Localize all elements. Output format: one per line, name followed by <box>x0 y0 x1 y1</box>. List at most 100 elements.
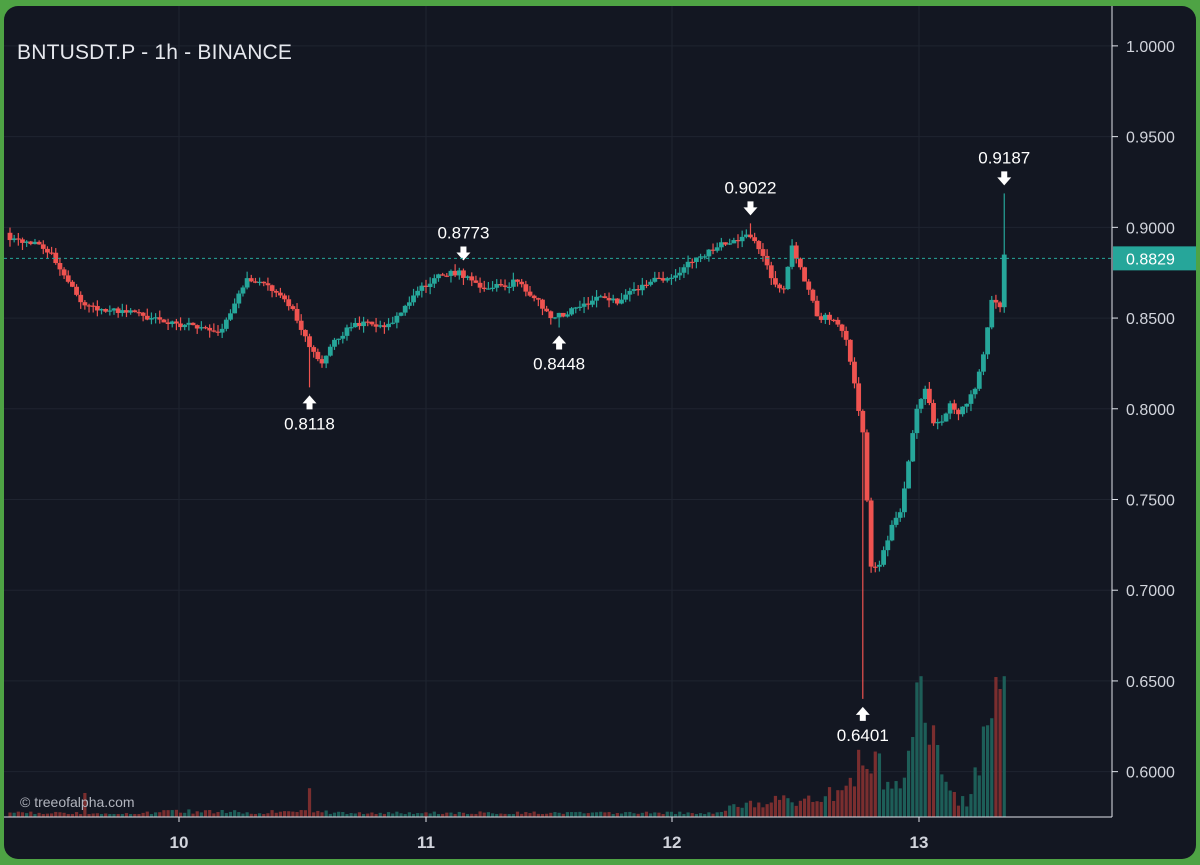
candle-body[interactable] <box>132 310 138 313</box>
candle-body[interactable] <box>419 285 425 291</box>
candle-body[interactable] <box>203 327 208 329</box>
candle-body[interactable] <box>889 524 895 541</box>
candle-body[interactable] <box>431 278 437 284</box>
candle-body[interactable] <box>7 232 13 241</box>
candle-body[interactable] <box>752 237 758 242</box>
candle-body[interactable] <box>831 319 837 322</box>
candle-body[interactable] <box>910 433 916 462</box>
candle-body[interactable] <box>390 322 396 324</box>
candle-body[interactable] <box>215 331 221 333</box>
candle-body[interactable] <box>814 300 820 317</box>
candle-body[interactable] <box>698 256 703 258</box>
candle-body[interactable] <box>739 236 745 242</box>
candle-body[interactable] <box>864 432 870 501</box>
candle-body[interactable] <box>677 272 683 276</box>
candle-body[interactable] <box>24 241 30 243</box>
candle-body[interactable] <box>36 241 42 245</box>
candle-body[interactable] <box>282 295 287 300</box>
candle-body[interactable] <box>718 242 724 248</box>
candle-body[interactable] <box>45 248 50 253</box>
candle-body[interactable] <box>540 299 545 309</box>
candle-body[interactable] <box>169 321 175 325</box>
candle-body[interactable] <box>452 270 458 276</box>
candle-body[interactable] <box>723 242 728 245</box>
candle-body[interactable] <box>336 338 342 340</box>
candle-body[interactable] <box>86 305 92 307</box>
candle-body[interactable] <box>186 322 192 325</box>
candle-body[interactable] <box>15 238 21 240</box>
candle-body[interactable] <box>223 319 229 329</box>
candle-body[interactable] <box>560 312 566 317</box>
candle-body[interactable] <box>486 288 491 290</box>
candle-body[interactable] <box>286 299 292 307</box>
candle-body[interactable] <box>548 311 554 319</box>
candle-body[interactable] <box>11 238 17 241</box>
candle-body[interactable] <box>236 293 242 304</box>
candle-body[interactable] <box>294 308 300 321</box>
candle-body[interactable] <box>590 300 595 305</box>
candle-body[interactable] <box>914 408 920 434</box>
candle-body[interactable] <box>473 280 479 283</box>
candle-body[interactable] <box>926 388 932 403</box>
candle-body[interactable] <box>989 299 995 328</box>
candle-body[interactable] <box>843 330 849 340</box>
candle-body[interactable] <box>57 262 63 270</box>
candle-body[interactable] <box>261 281 267 284</box>
candle-body[interactable] <box>32 241 38 245</box>
candle-body[interactable] <box>290 306 296 309</box>
candle-body[interactable] <box>818 316 824 320</box>
candle-body[interactable] <box>348 327 354 329</box>
candle-body[interactable] <box>569 308 574 315</box>
candle-body[interactable] <box>307 336 312 348</box>
candle-body[interactable] <box>872 566 878 568</box>
candle-body[interactable] <box>90 305 96 307</box>
candle-body[interactable] <box>253 281 258 283</box>
candle-body[interactable] <box>157 317 163 320</box>
candle-body[interactable] <box>149 318 154 320</box>
candle-body[interactable] <box>585 303 591 305</box>
candle-body[interactable] <box>856 383 862 411</box>
candle-body[interactable] <box>115 308 121 313</box>
candle-body[interactable] <box>897 512 903 518</box>
candle-body[interactable] <box>727 243 733 245</box>
candle-body[interactable] <box>161 319 167 323</box>
candle-body[interactable] <box>743 234 749 237</box>
candle-body[interactable] <box>386 323 391 328</box>
candle-body[interactable] <box>964 403 970 407</box>
candle-body[interactable] <box>510 279 516 287</box>
candle-body[interactable] <box>411 295 416 303</box>
candle-body[interactable] <box>61 269 67 276</box>
candle-body[interactable] <box>748 234 753 238</box>
candle-body[interactable] <box>793 245 799 259</box>
candle-body[interactable] <box>947 403 953 414</box>
candle-body[interactable] <box>111 308 117 311</box>
candle-body[interactable] <box>198 327 204 329</box>
candle-body[interactable] <box>565 314 570 317</box>
candle-body[interactable] <box>781 288 787 290</box>
candle-body[interactable] <box>806 281 812 290</box>
candle-body[interactable] <box>731 240 737 244</box>
candle-body[interactable] <box>935 421 941 424</box>
candle-body[interactable] <box>573 307 579 309</box>
candle-body[interactable] <box>852 361 857 384</box>
candle-body[interactable] <box>918 399 924 409</box>
candle-body[interactable] <box>327 346 333 356</box>
candle-body[interactable] <box>931 402 936 424</box>
candle-body[interactable] <box>369 321 375 325</box>
candle-body[interactable] <box>602 296 608 299</box>
candle-body[interactable] <box>194 325 200 329</box>
candle-body[interactable] <box>877 564 882 567</box>
candle-body[interactable] <box>165 322 171 325</box>
candle-body[interactable] <box>144 315 150 320</box>
candle-body[interactable] <box>398 312 404 316</box>
candle-body[interactable] <box>847 339 853 362</box>
candle-body[interactable] <box>357 322 362 327</box>
candle-body[interactable] <box>124 310 129 313</box>
candle-body[interactable] <box>70 281 75 287</box>
candle-body[interactable] <box>248 278 254 282</box>
candle-body[interactable] <box>835 319 841 325</box>
candle-body[interactable] <box>498 283 504 286</box>
candle-body[interactable] <box>469 276 475 281</box>
candle-body[interactable] <box>49 252 54 254</box>
candle-body[interactable] <box>631 289 637 291</box>
